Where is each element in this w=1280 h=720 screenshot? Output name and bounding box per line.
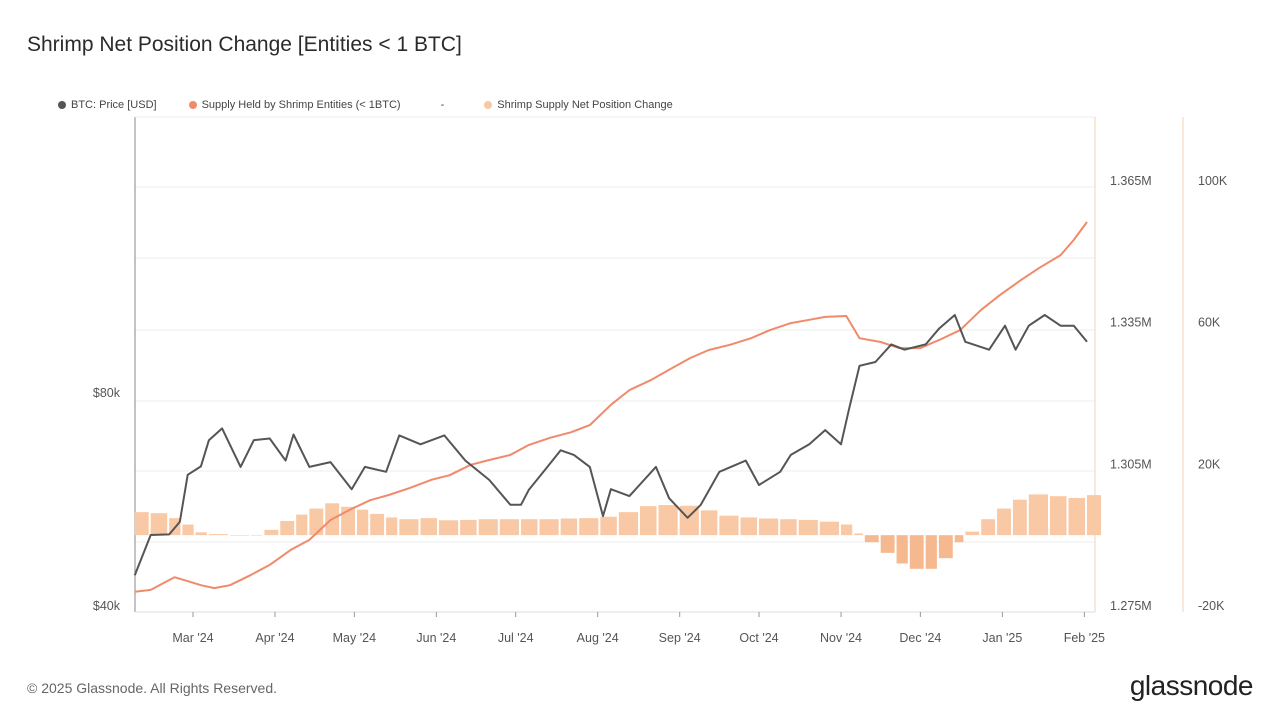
net-position-bar — [539, 519, 559, 536]
legend-label: BTC: Price [USD] — [71, 99, 157, 111]
net-position-bar — [925, 535, 937, 569]
net-position-bar — [981, 519, 996, 536]
net-position-bar — [854, 533, 863, 536]
x-tick-label: Nov '24 — [820, 631, 862, 645]
legend: BTC: Price [USD] Supply Held by Shrimp E… — [58, 99, 705, 111]
net-position-bar — [230, 535, 250, 536]
net-position-bar — [208, 534, 229, 536]
net-position-bar — [798, 519, 818, 536]
net-position-bar — [780, 519, 797, 536]
legend-label: Shrimp Supply Net Position Change — [497, 99, 673, 111]
net-position-bar — [1087, 495, 1102, 536]
x-tick-label: Jan '25 — [982, 631, 1022, 645]
net-position-bar — [600, 516, 617, 536]
net-position-bar — [579, 518, 599, 536]
net-position-bar — [740, 517, 758, 536]
net-tick-label: 100K — [1198, 174, 1228, 188]
legend-item-supply[interactable]: Supply Held by Shrimp Entities (< 1BTC) — [188, 99, 401, 111]
x-tick-label: Feb '25 — [1064, 631, 1105, 645]
chart-title: Shrimp Net Position Change [Entities < 1… — [27, 33, 462, 56]
net-position-bar — [520, 519, 538, 536]
net-position-bar — [460, 519, 477, 536]
legend-dot-price — [58, 101, 66, 109]
x-tick-label: Sep '24 — [659, 631, 701, 645]
net-position-bar — [134, 512, 149, 536]
supply-tick-label: 1.365M — [1110, 174, 1152, 188]
net-position-bar — [251, 535, 263, 536]
net-position-bar — [264, 529, 279, 536]
net-position-bar — [954, 535, 964, 543]
net-position-bar — [864, 535, 879, 543]
x-tick-label: Aug '24 — [577, 631, 619, 645]
x-tick-label: Jul '24 — [498, 631, 534, 645]
net-position-bar — [896, 535, 908, 564]
net-position-bar — [386, 517, 398, 536]
x-tick-label: May '24 — [333, 631, 376, 645]
legend-dot-net — [484, 101, 493, 109]
net-position-bar — [658, 505, 678, 536]
net-position-bar — [560, 518, 578, 536]
net-position-bar — [700, 510, 718, 536]
x-tick-label: Jun '24 — [416, 631, 456, 645]
net-position-bar — [841, 524, 853, 536]
glassnode-logo: glassnode — [1129, 670, 1254, 701]
legend-label: Supply Held by Shrimp Entities (< 1BTC) — [201, 99, 401, 111]
supply-tick-label: 1.275M — [1110, 599, 1152, 613]
net-position-bar — [1012, 499, 1027, 536]
net-position-bar — [420, 518, 437, 536]
net-position-bar — [965, 531, 980, 536]
net-position-bar — [618, 512, 639, 536]
price-tick-label: $40k — [93, 599, 121, 613]
net-position-bar — [195, 532, 207, 536]
net-position-bar — [478, 519, 498, 536]
x-tick-label: Apr '24 — [255, 631, 294, 645]
x-tick-label: Dec '24 — [899, 631, 941, 645]
net-position-bar — [909, 535, 924, 569]
net-position-bar — [640, 506, 657, 536]
net-position-bar — [1068, 497, 1086, 536]
net-position-bar — [1028, 494, 1048, 536]
net-position-bar — [997, 508, 1011, 536]
net-position-bar — [499, 519, 519, 536]
net-position-bar — [356, 509, 369, 536]
net-position-bar — [759, 518, 779, 536]
net-position-bar — [399, 519, 419, 536]
x-tick-label: Mar '24 — [172, 631, 213, 645]
price-tick-label: $80k — [93, 386, 121, 400]
legend-item-separator: - — [441, 99, 445, 111]
net-tick-label: -20K — [1198, 599, 1225, 613]
copyright: © 2025 Glassnode. All Rights Reserved. — [27, 680, 278, 696]
net-position-bar — [182, 524, 194, 536]
net-position-bar — [880, 535, 895, 553]
net-position-bar — [341, 506, 355, 536]
net-position-bar — [280, 520, 295, 536]
price-line — [133, 314, 1088, 576]
net-tick-label: 60K — [1198, 316, 1221, 330]
net-position-bar — [296, 514, 308, 536]
net-position-bar — [1049, 496, 1067, 536]
legend-dot-supply — [188, 101, 197, 109]
net-position-bar — [719, 515, 739, 536]
net-position-bar — [370, 513, 385, 536]
net-position-bar — [819, 521, 840, 536]
net-position-bar — [938, 535, 953, 559]
x-tick-label: Oct '24 — [739, 631, 778, 645]
net-position-bar — [150, 513, 168, 536]
supply-tick-label: 1.335M — [1110, 316, 1152, 330]
legend-item-price[interactable]: BTC: Price [USD] — [58, 99, 157, 111]
legend-item-net[interactable]: Shrimp Supply Net Position Change — [484, 99, 673, 111]
supply-tick-label: 1.305M — [1110, 457, 1152, 471]
net-position-bar — [438, 520, 459, 536]
net-position-bar — [309, 508, 324, 536]
legend-label: - — [440, 99, 445, 111]
net-tick-label: 20K — [1198, 457, 1221, 471]
